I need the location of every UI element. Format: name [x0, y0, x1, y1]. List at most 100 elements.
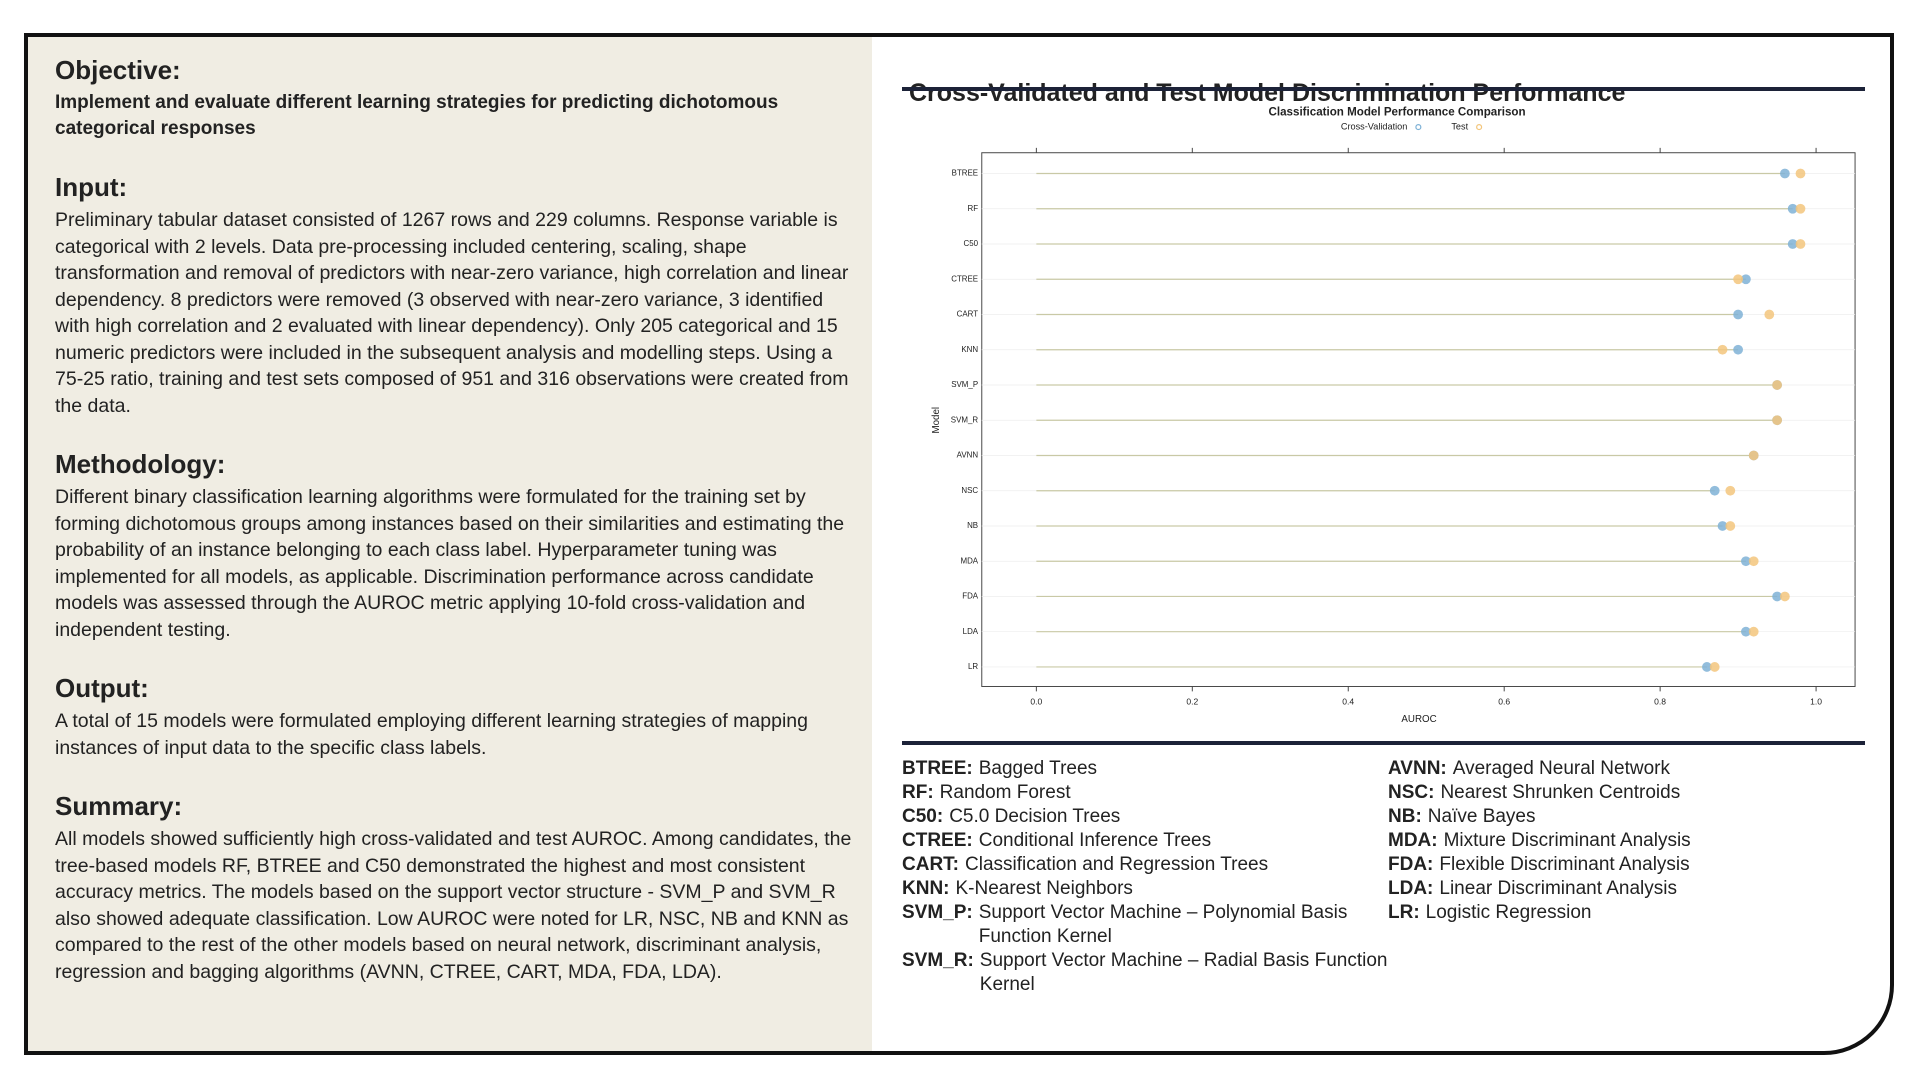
abbr-item: LDA: Linear Discriminant Analysis — [1388, 877, 1874, 901]
dot — [1702, 662, 1712, 672]
section: Objective: Implement and evaluate differe… — [55, 55, 855, 142]
abbr-desc: Conditional Inference Trees — [978, 830, 1212, 851]
abbr-desc: Support Vector Machine – Radial Basis Fu… — [979, 950, 1388, 995]
abbr-desc: C5.0 Decision Trees — [949, 806, 1121, 827]
abbr-desc: Nearest Shrunken Centroids — [1440, 782, 1681, 803]
section-heading: Methodology: — [55, 449, 226, 479]
dot — [1741, 556, 1751, 567]
panel-title: Cross-Validated and Test Model Discrimin… — [909, 79, 1626, 107]
dot — [1795, 168, 1806, 179]
abbr-item: NSC: Nearest Shrunken Centroids — [1388, 781, 1874, 805]
abbr-code: C50: — [902, 806, 944, 827]
abbr-item: RF: Random Forest — [902, 781, 1388, 805]
section-heading: Output: — [55, 673, 149, 703]
section-lead: Implement and evaluate different learnin… — [55, 92, 779, 139]
abbr-desc: Mixture Discriminant Analysis — [1443, 830, 1691, 851]
dot — [1709, 662, 1720, 672]
abbr-desc: Linear Discriminant Analysis — [1439, 878, 1677, 899]
dot — [1725, 485, 1736, 496]
x-tick-label: 0.4 — [1342, 697, 1354, 707]
abbr-item: C50: C5.0 Decision Trees — [902, 805, 1388, 829]
abbr-item: LR: Logistic Regression — [1388, 901, 1874, 925]
y-axis-label: Model — [931, 407, 942, 434]
abbr-item: NB: Naïve Bayes — [1388, 805, 1874, 829]
section-body: Preliminary tabular dataset consisted of… — [55, 209, 849, 417]
dot — [1733, 344, 1743, 355]
section-body: Different binary classification learning… — [55, 486, 845, 641]
section-heading: Input: — [55, 172, 128, 202]
y-tick-label: BTREE — [952, 169, 978, 178]
section: Output: A total of 15 models were formula… — [55, 673, 855, 761]
abbr-column: AVNN: Averaged Neural Network NSC: Nearest … — [1388, 757, 1874, 997]
x-tick-label: 0.6 — [1498, 697, 1510, 707]
dot — [1780, 168, 1790, 179]
dot — [1725, 521, 1736, 531]
legend-label: Cross-Validation — [1341, 122, 1408, 132]
abbr-desc: Naïve Bayes — [1427, 806, 1536, 827]
section-body: All models showed sufficiently high cros… — [55, 828, 852, 983]
abbr-code: CART: — [902, 854, 959, 875]
abbr-desc: K-Nearest Neighbors — [955, 878, 1133, 899]
abbr-desc: Flexible Discriminant Analysis — [1439, 854, 1690, 875]
y-tick-label: AVNN — [957, 451, 979, 460]
dot — [1717, 521, 1728, 531]
section: Input: Preliminary tabular dataset consis… — [55, 172, 855, 419]
x-axis-label: AUROC — [1401, 714, 1436, 725]
dot — [1748, 450, 1759, 461]
section-heading: Summary: — [55, 791, 183, 821]
abbr-item: SVM_R: Support Vector Machine – Radial Ba… — [902, 949, 1388, 997]
chart: Classification Model Performance Compari… — [931, 105, 1856, 725]
dot — [1709, 485, 1720, 496]
y-tick-label: C50 — [964, 239, 979, 248]
dot — [1717, 344, 1728, 355]
dot — [1764, 309, 1775, 320]
dot — [1795, 239, 1806, 249]
dot — [1787, 203, 1798, 214]
dot — [1772, 380, 1782, 390]
abbr-desc: Averaged Neural Network — [1452, 758, 1670, 779]
legend-label: Test — [1451, 122, 1468, 132]
chart-title: Classification Model Performance Compari… — [1269, 105, 1526, 118]
abbreviation-legend: BTREE: Bagged Trees RF: Random Forest C50: C5… — [902, 757, 1874, 997]
abbr-code: RF: — [902, 782, 934, 803]
rule — [902, 87, 1865, 91]
rule — [902, 741, 1865, 745]
abbr-code: SVM_P: — [902, 902, 973, 923]
section-heading: Objective: — [55, 55, 181, 85]
abbr-desc: Random Forest — [939, 782, 1071, 803]
dot — [1741, 626, 1751, 637]
section: Methodology: Different binary classificat… — [55, 449, 855, 643]
dot — [1733, 309, 1743, 320]
abbr-code: SVM_R: — [902, 950, 974, 971]
left-panel: Objective: Implement and evaluate differe… — [28, 37, 872, 1051]
abbr-item: FDA: Flexible Discriminant Analysis — [1388, 853, 1874, 877]
section-body: A total of 15 models were formulated emp… — [55, 710, 808, 759]
legend-marker — [1476, 124, 1483, 131]
abbr-code: MDA: — [1388, 830, 1438, 851]
abbr-code: NSC: — [1388, 782, 1435, 803]
y-tick-label: CTREE — [951, 274, 978, 283]
abbr-item: BTREE: Bagged Trees — [902, 757, 1388, 781]
y-tick-label: RF — [968, 204, 979, 213]
abbr-code: FDA: — [1388, 854, 1434, 875]
dot — [1772, 415, 1782, 426]
abbr-code: NB: — [1388, 806, 1422, 827]
abbr-item: AVNN: Averaged Neural Network — [1388, 757, 1874, 781]
y-tick-label: SVM_R — [951, 415, 979, 424]
abbr-desc: Support Vector Machine – Polynomial Basi… — [978, 902, 1348, 947]
abbr-code: KNN: — [902, 878, 950, 899]
dot — [1787, 239, 1798, 249]
x-tick-label: 0.0 — [1030, 697, 1042, 707]
abbr-item: CTREE: Conditional Inference Trees — [902, 829, 1388, 853]
x-tick-label: 0.2 — [1186, 697, 1198, 707]
dot — [1748, 626, 1759, 637]
y-tick-label: NB — [967, 521, 978, 530]
abbr-code: LDA: — [1388, 878, 1434, 899]
abbr-item: KNN: K-Nearest Neighbors — [902, 877, 1388, 901]
abbr-desc: Classification and Regression Trees — [965, 854, 1269, 875]
abbr-item: CART: Classification and Regression Trees — [902, 853, 1388, 877]
dot — [1741, 274, 1751, 285]
abbr-code: BTREE: — [902, 758, 973, 779]
abbr-code: LR: — [1388, 902, 1420, 923]
